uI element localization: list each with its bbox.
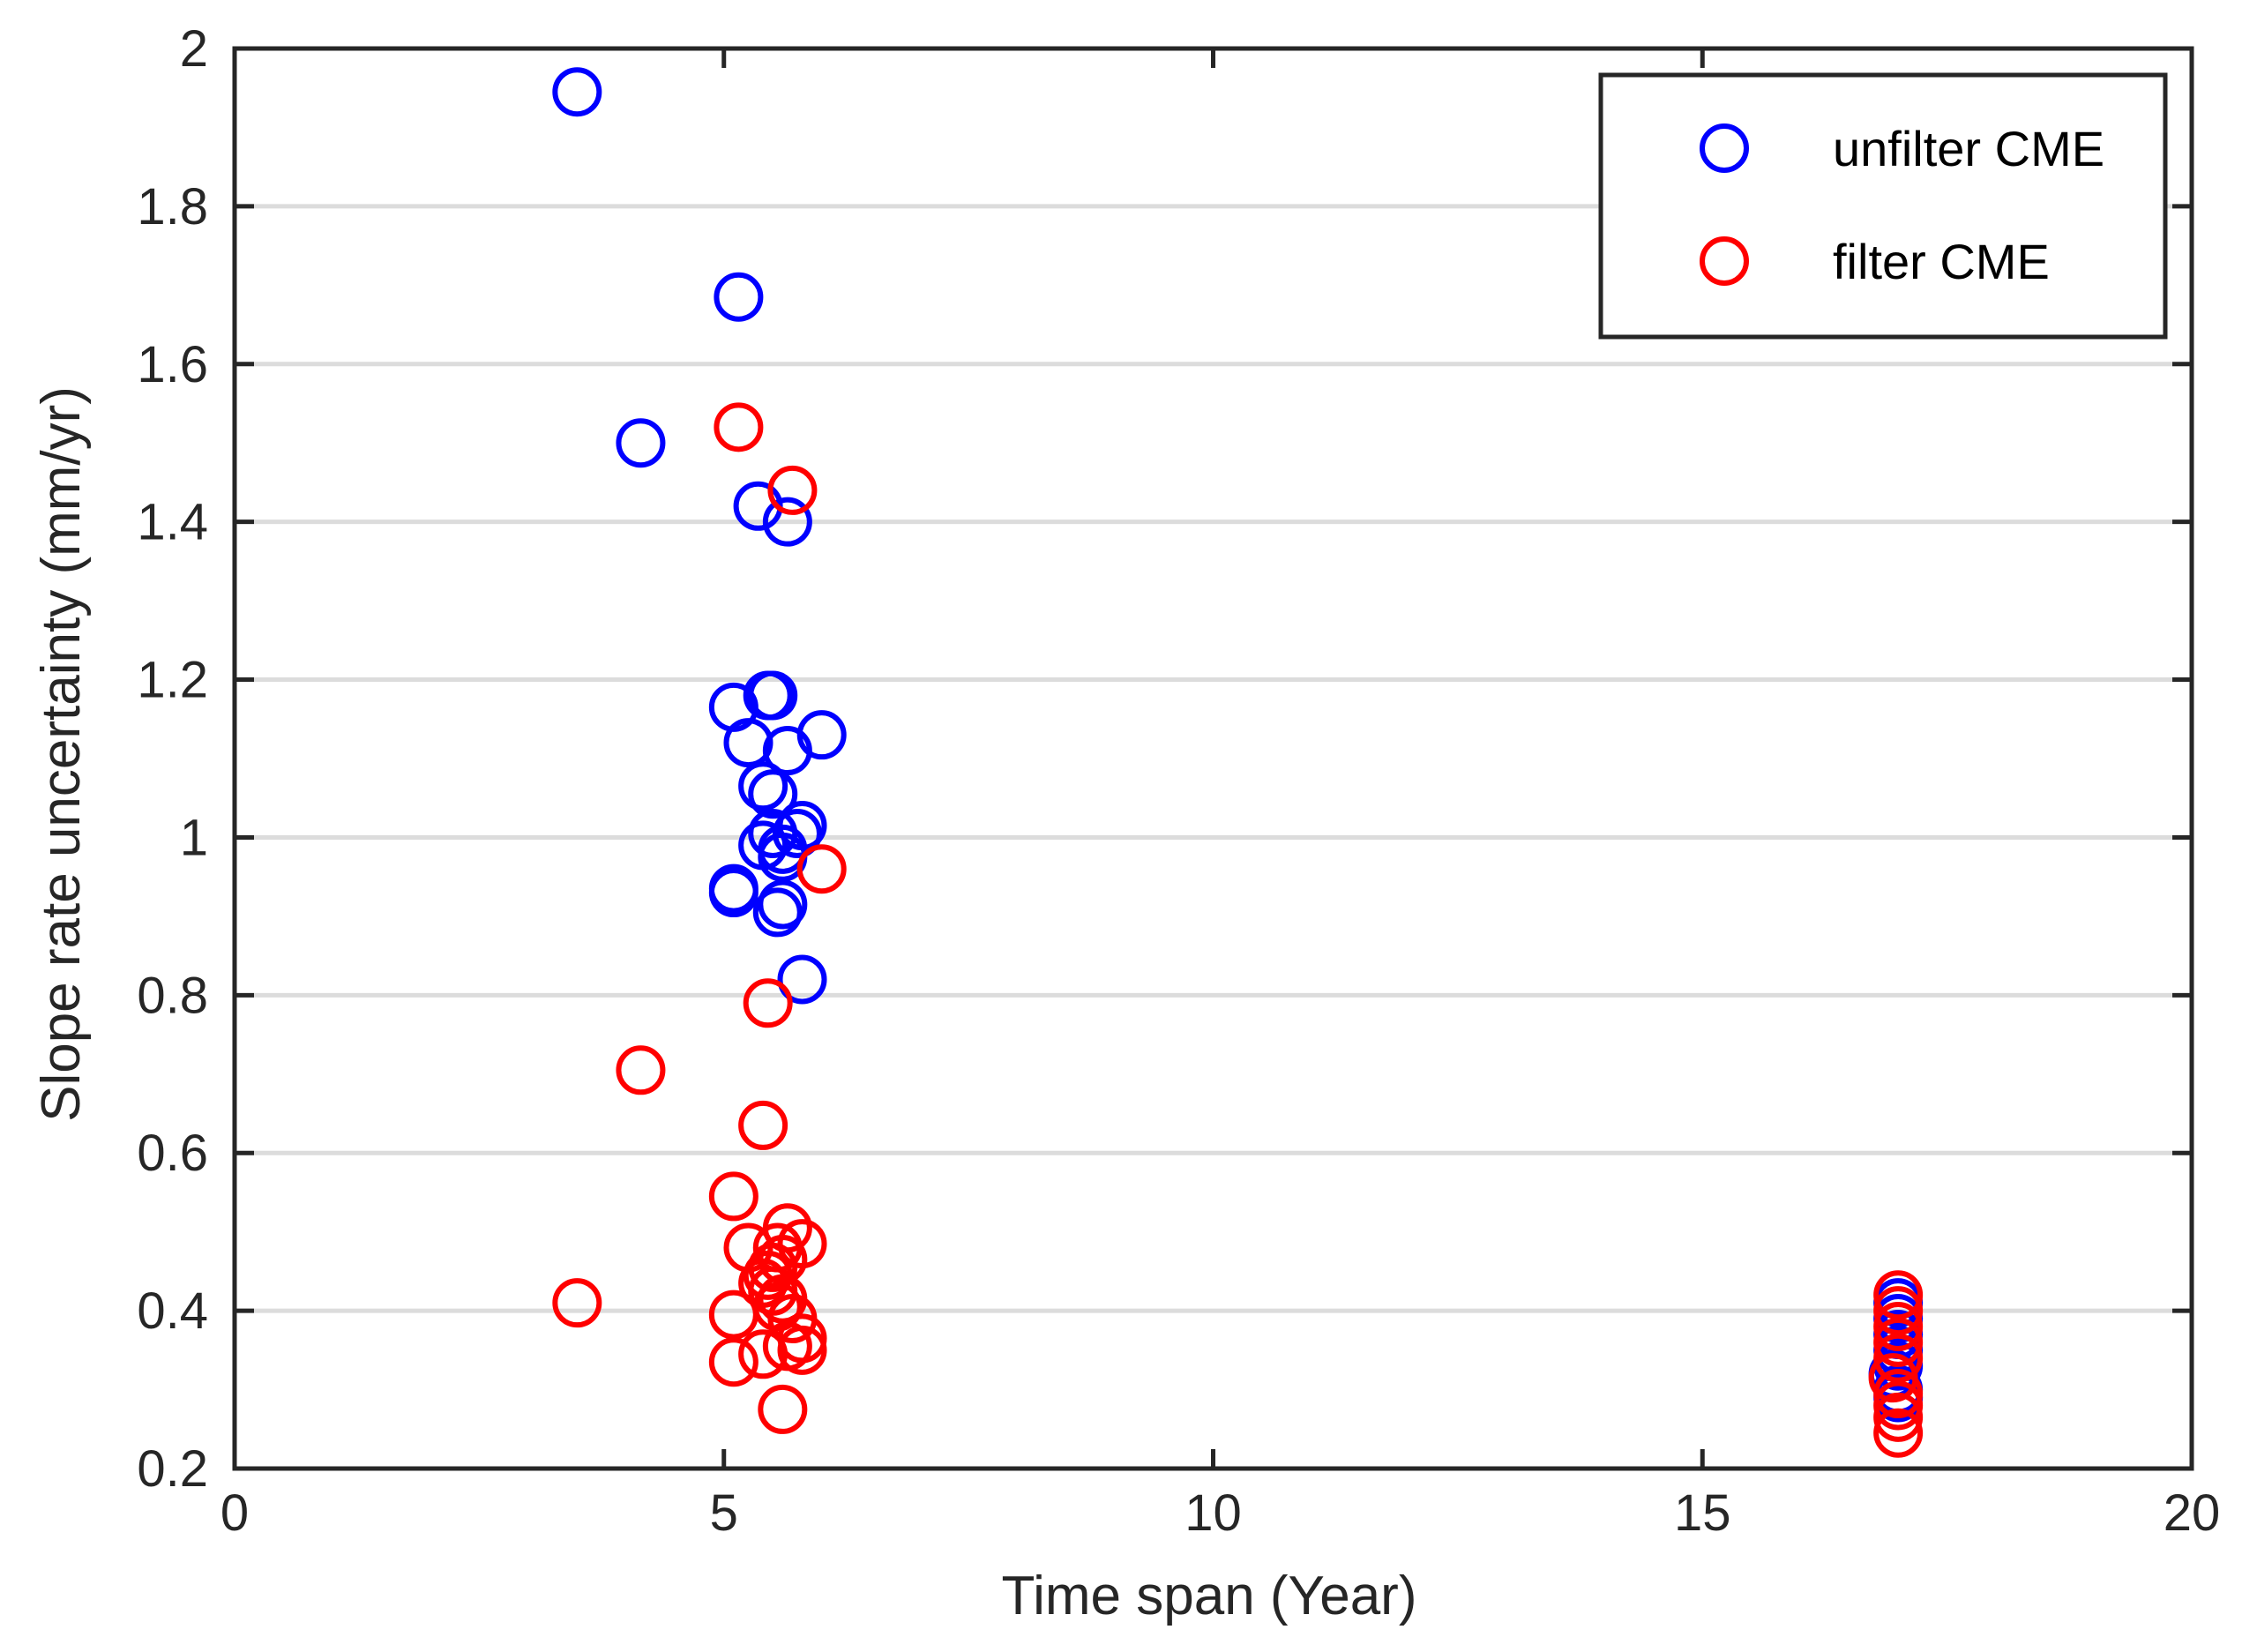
data-point (758, 1384, 808, 1434)
legend-box (1598, 72, 2168, 340)
x-tick-label: 10 (1185, 1484, 1242, 1542)
y-tick-labels: 0.2 0.4 0.6 0.8 1 1.2 1.4 1.6 1.8 2 (137, 20, 208, 1498)
data-point (752, 887, 803, 938)
y-tick-label: 0.8 (137, 967, 208, 1024)
axis-ticks (232, 46, 2194, 1471)
data-point (762, 497, 812, 547)
data-point (708, 868, 759, 918)
data-point (762, 726, 812, 776)
data-point (714, 402, 764, 452)
data-point (552, 1278, 602, 1328)
y-tick-label: 1 (180, 809, 208, 866)
data-point (552, 67, 602, 117)
data-point (748, 769, 798, 819)
y-tick-label: 0.4 (137, 1282, 208, 1340)
data-point (1873, 1270, 1924, 1320)
y-tick-label: 1.2 (137, 652, 208, 709)
grid-lines (235, 204, 2192, 1313)
data-point (758, 879, 808, 930)
data-point (772, 808, 822, 858)
y-tick-label: 1.4 (137, 494, 208, 551)
x-tick-label: 5 (710, 1484, 738, 1542)
x-tick-label: 15 (1674, 1484, 1731, 1542)
y-tick-label: 1.8 (137, 178, 208, 235)
data-point (1873, 1302, 1924, 1351)
data-point (708, 1337, 759, 1387)
data-point (796, 844, 847, 894)
data-point (1873, 1286, 1924, 1336)
data-point (708, 1289, 759, 1340)
data-point (1873, 1333, 1924, 1383)
data-point (714, 272, 764, 322)
data-point (777, 1325, 827, 1375)
data-point (1873, 1380, 1924, 1431)
data-point (723, 718, 773, 768)
series-1 (552, 402, 1924, 1458)
x-axis-title: Time span (Year) (1002, 1566, 1417, 1626)
x-tick-label: 20 (2164, 1484, 2221, 1542)
data-point (738, 1100, 788, 1150)
legend-label-unfilter-cme: unfilter CME (1833, 121, 2104, 176)
data-point (708, 1171, 759, 1222)
data-point (738, 1329, 788, 1379)
x-tick-labels: 0 5 10 15 20 (220, 1484, 2220, 1542)
y-tick-label: 0.6 (137, 1125, 208, 1182)
legend-marker-filter-cme (1700, 236, 1749, 286)
data-point (1873, 1317, 1924, 1367)
data-point (1873, 1408, 1924, 1458)
data-point (743, 670, 793, 721)
y-tick-label: 0.2 (137, 1440, 208, 1498)
legend: unfilter CME filter CME (1598, 72, 2168, 340)
legend-label-filter-cme: filter CME (1833, 234, 2050, 289)
data-point (616, 1045, 666, 1095)
x-tick-label: 0 (220, 1484, 249, 1542)
data-point (738, 761, 788, 811)
y-axis-title: Slope rate uncertainty (mm/yr) (31, 386, 92, 1122)
legend-marker-unfilter-cme (1700, 123, 1749, 173)
data-points (552, 67, 1924, 1458)
data-point (777, 954, 827, 1005)
data-point (1873, 1392, 1924, 1442)
y-tick-label: 1.6 (137, 336, 208, 393)
data-point (616, 418, 666, 468)
data-point (1873, 1369, 1924, 1419)
y-tick-label: 2 (180, 20, 208, 78)
data-point (767, 465, 818, 515)
data-point (743, 978, 793, 1028)
